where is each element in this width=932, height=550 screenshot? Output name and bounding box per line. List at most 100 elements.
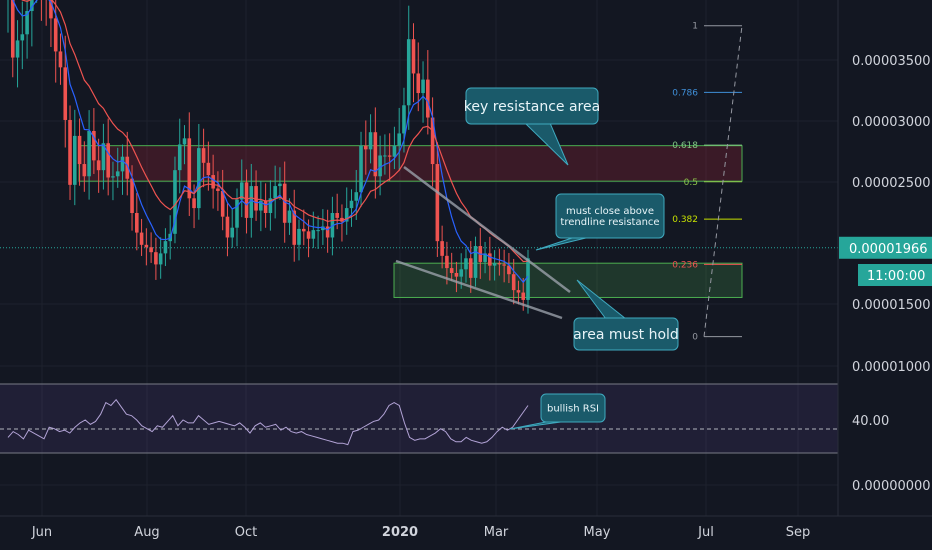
candle-body <box>301 228 306 232</box>
candle-body <box>25 11 29 35</box>
candle-body <box>173 170 177 234</box>
candle-body <box>464 258 468 270</box>
current-price-label: 0.00001966 <box>849 242 928 257</box>
fib-level-label: 0 <box>692 333 698 343</box>
candle-body <box>321 226 325 231</box>
candle-body <box>92 130 96 161</box>
candle-body <box>426 79 430 118</box>
candle-body <box>435 164 440 242</box>
callout-label-line: trendline resistance <box>560 217 659 228</box>
candle-body <box>449 268 454 273</box>
candle-body <box>287 210 292 223</box>
candle-body <box>511 274 516 291</box>
candle-body <box>235 199 239 228</box>
candle-body <box>139 232 144 245</box>
time-tick-label: Mar <box>484 525 509 540</box>
fib-level-label: 0.786 <box>672 88 698 98</box>
candle-body <box>115 171 120 177</box>
candles <box>7 0 530 314</box>
candle-body <box>154 252 158 265</box>
candle-body <box>206 162 211 176</box>
candle-body <box>211 175 215 189</box>
candle-body <box>254 186 258 211</box>
time-tick-label: Jul <box>697 525 714 540</box>
candle-body <box>259 200 263 211</box>
current-price-badge <box>839 236 932 259</box>
candle-body <box>387 155 392 157</box>
candle-body <box>359 145 363 193</box>
candle-body <box>197 148 201 209</box>
candle-body <box>363 145 368 150</box>
fib-level-label: 0.5 <box>684 178 698 188</box>
candle-body <box>68 119 72 185</box>
candle-body <box>344 208 349 222</box>
candle-body <box>526 258 530 300</box>
trendlines <box>395 166 571 320</box>
candle-body <box>144 244 149 248</box>
candle-body <box>163 241 168 254</box>
candle-body <box>239 182 244 200</box>
candle-body <box>82 164 87 177</box>
moving-averages <box>12 0 529 284</box>
candle-body <box>20 34 25 41</box>
candle-body <box>58 51 63 68</box>
candle-body <box>182 138 187 145</box>
candle-body <box>225 216 230 238</box>
time-tick-label: Jun <box>31 525 52 540</box>
candle-body <box>383 155 387 157</box>
candle-body <box>521 292 526 300</box>
countdown-label: 11:00:00 <box>867 269 925 284</box>
price-tick-label: 0.00001500 <box>852 298 931 313</box>
candle-body <box>311 230 316 239</box>
candle-body <box>406 39 411 106</box>
candle-body <box>216 188 220 191</box>
candle-body <box>177 144 182 171</box>
candle-body <box>130 178 134 213</box>
time-tick-label: Sep <box>786 525 811 540</box>
callout-box <box>555 193 665 239</box>
candle-body <box>111 176 115 178</box>
candle-body <box>53 18 58 52</box>
time-tick-label: 2020 <box>382 525 418 540</box>
candle-body <box>335 213 339 218</box>
candle-body <box>15 40 20 58</box>
candle-body <box>473 246 478 278</box>
callout-tail <box>535 236 591 251</box>
candle-body <box>292 210 297 245</box>
ema-fast-line <box>12 0 529 284</box>
candle-body <box>430 117 435 165</box>
candle-body <box>368 132 373 150</box>
callout-label-line: must close above <box>566 206 654 217</box>
price-tick-label: 0.00000000 <box>852 479 931 494</box>
candle-body <box>96 160 101 171</box>
candle-body <box>268 198 273 213</box>
candle-body <box>392 145 397 157</box>
candle-body <box>397 133 401 146</box>
callout-box <box>465 87 599 125</box>
candle-body <box>306 231 311 239</box>
candle-body <box>201 148 206 163</box>
candle-body <box>316 230 320 232</box>
rsi-panel <box>0 383 838 454</box>
callouts: key resistance area must close above trend… <box>464 87 679 430</box>
callout-box <box>540 393 606 423</box>
candle-body <box>282 183 287 223</box>
candle-body <box>106 143 110 178</box>
candle-body <box>101 143 106 171</box>
candle-body <box>120 156 125 172</box>
fibonacci-levels: 1 0.786 0.618 0.5 0.382 0.236 0 <box>672 22 743 343</box>
candle-body <box>273 186 277 199</box>
fib-level-label: 0.236 <box>672 260 698 270</box>
rsi-band <box>0 384 838 453</box>
callout-label: must close above trendline resistance <box>560 206 659 228</box>
candle-body <box>158 253 163 265</box>
candle-body <box>87 130 91 177</box>
price-tick-label: 0.00002500 <box>852 176 931 191</box>
candle-body <box>349 200 354 209</box>
price-tick-label: 0.00003500 <box>852 54 931 69</box>
candle-body <box>230 227 235 238</box>
candle-body <box>63 67 68 120</box>
candle-body <box>278 183 282 187</box>
